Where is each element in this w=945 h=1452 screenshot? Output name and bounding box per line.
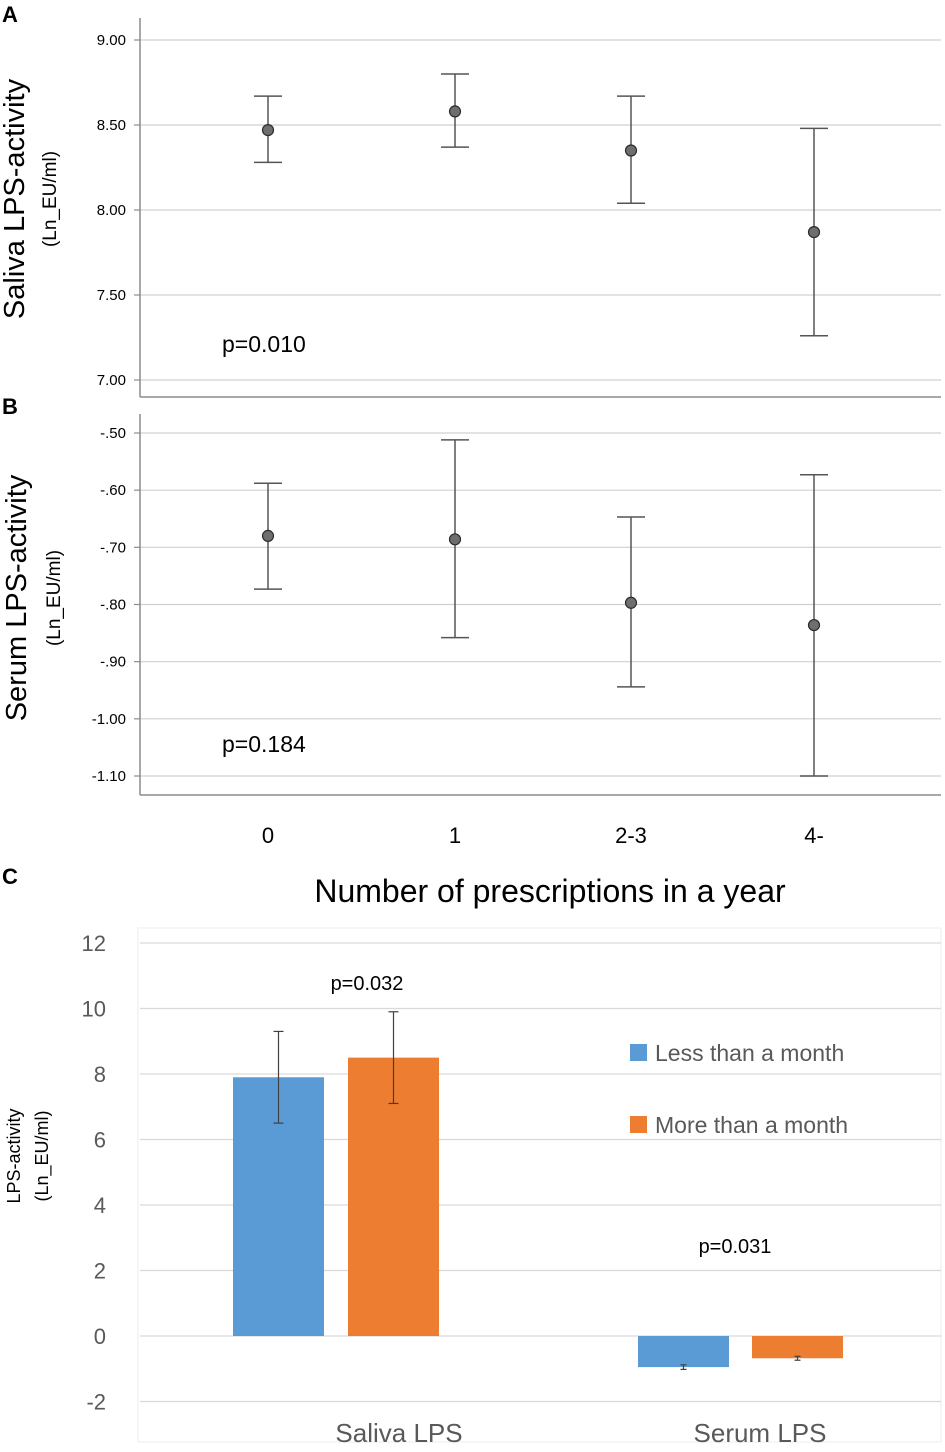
y-tick-label: 9.00 [97, 32, 126, 49]
y-tick-label: 8 [94, 1062, 106, 1087]
y-tick-label: -.60 [100, 482, 126, 499]
p-value-annotation: p=0.184 [222, 731, 306, 757]
y-axis-unit: (Ln_EU/ml) [32, 1110, 53, 1201]
mean-point [624, 144, 638, 157]
y-axis-unit: (Ln_EU/ml) [40, 151, 61, 247]
mean-point [448, 105, 462, 118]
y-tick-label: 6 [94, 1128, 106, 1153]
mean-point [807, 226, 821, 239]
panel-c-plot: -2 0 2 4 6 8 10 12 Saliva LPS Serum LPS p=0.032 p=0… [2, 864, 942, 1448]
mean-point [448, 533, 462, 546]
mean-point [261, 529, 275, 543]
y-tick-label: 12 [82, 931, 106, 956]
y-tick-label: 7.00 [97, 372, 126, 389]
mean-point [807, 618, 821, 632]
x-tick-label: 2-3 [615, 823, 647, 848]
panel-a-plot: 7.00 7.50 8.00 8.50 9.00 A Saliva LPS-activity… [0, 2, 941, 398]
x-axis-title: Number of prescriptions in a year [314, 873, 786, 909]
p-value-annotation: p=0.032 [331, 973, 404, 995]
y-tick-label: -1.10 [92, 768, 126, 785]
panel-letter: B [2, 394, 18, 419]
bar [638, 1336, 729, 1368]
panel-letter: A [2, 2, 18, 27]
y-tick-label: -.90 [100, 654, 126, 671]
legend-swatch [630, 1116, 647, 1133]
legend-label: Less than a month [655, 1040, 844, 1066]
y-tick-label: 7.50 [97, 287, 126, 304]
y-axis-unit: (Ln_EU/ml) [44, 550, 65, 646]
category-label: Serum LPS [694, 1418, 827, 1447]
y-tick-label: -.50 [100, 425, 126, 442]
panel-letter: C [2, 864, 18, 889]
y-tick-label: 10 [82, 997, 106, 1022]
x-tick-label: 0 [262, 823, 274, 848]
y-axis-title: LPS-activity [4, 1108, 24, 1203]
legend-label: More than a month [655, 1112, 848, 1138]
p-value-annotation: p=0.031 [699, 1236, 772, 1258]
y-tick-label: -1.00 [92, 711, 126, 728]
legend-swatch [630, 1044, 647, 1061]
y-tick-label: 2 [94, 1259, 106, 1284]
plot-frame [137, 927, 942, 1443]
y-tick-label: 4 [94, 1193, 106, 1218]
category-label: Saliva LPS [335, 1418, 462, 1447]
y-tick-label: -2 [86, 1390, 106, 1415]
x-tick-label: 1 [449, 823, 461, 848]
y-tick-label: 8.00 [97, 202, 126, 219]
y-axis-title: Saliva LPS-activity [0, 78, 31, 319]
bar [752, 1336, 843, 1359]
mean-point [261, 124, 275, 137]
mean-point [624, 596, 638, 609]
y-tick-label: 0 [94, 1324, 106, 1349]
y-tick-label: 8.50 [97, 117, 126, 134]
y-axis-title: Serum LPS-activity [1, 474, 33, 721]
x-tick-label: 4- [804, 823, 824, 848]
panel-b-plot: -1.10 -1.00 -.90 -.80 -.70 -.60 -.50 B Serum LPS… [1, 394, 941, 909]
y-tick-label: -.70 [100, 539, 126, 556]
p-value-annotation: p=0.010 [222, 331, 306, 357]
y-tick-label: -.80 [100, 597, 126, 614]
